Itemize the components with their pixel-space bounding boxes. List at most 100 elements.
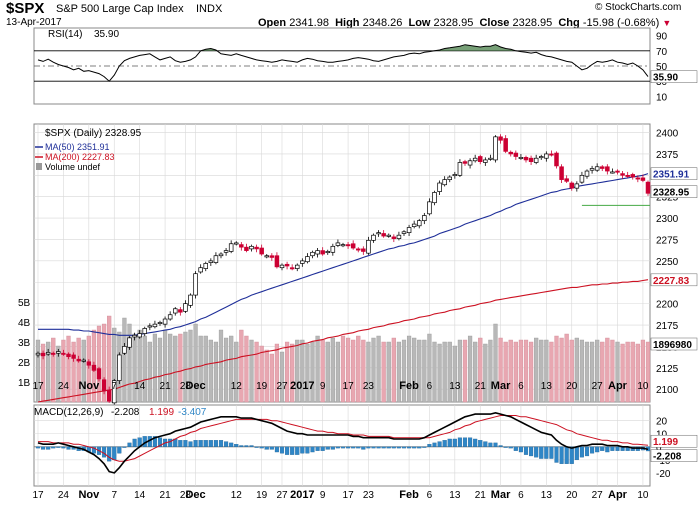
candle-body: [625, 174, 630, 177]
chart-date: 13-Apr-2017: [6, 17, 62, 28]
macd-histogram-bar: [229, 442, 234, 447]
volume-bar: [432, 341, 437, 403]
macd-histogram-bar: [381, 446, 386, 449]
macd-histogram-bar: [239, 445, 244, 447]
candle-body: [264, 255, 270, 258]
volume-bar: [147, 341, 152, 403]
macd-histogram-bar: [183, 440, 188, 447]
index-name: S&P 500 Large Cap Index: [56, 3, 184, 15]
volume-bar: [239, 329, 244, 403]
macd-histogram-bar: [254, 446, 259, 448]
macd-histogram-bar: [224, 441, 229, 447]
candle-body: [188, 294, 193, 306]
open-value: 2341.98: [289, 17, 329, 29]
volume-tick-label: 4B: [18, 318, 31, 329]
volume-bar: [345, 337, 351, 403]
macd-histogram-bar: [198, 440, 203, 447]
macd-histogram-bar: [117, 446, 122, 454]
rsi-tick-label: 10: [656, 92, 668, 103]
macd-histogram-bar: [269, 446, 274, 450]
volume-bar: [203, 335, 208, 403]
volume-badge-box: [650, 337, 698, 351]
x-axis-label: 28: [180, 490, 192, 501]
candle-body: [584, 170, 590, 177]
macd-histogram-bar: [46, 446, 51, 450]
volume-bar: [269, 353, 274, 403]
volume-bar: [208, 339, 213, 403]
symbol-title: $SPX: [6, 0, 45, 17]
ma50-legend: MA(50) 2351.91: [45, 142, 110, 152]
macd-histogram-bar: [168, 438, 173, 447]
volume-bar: [234, 341, 239, 403]
macd-histogram-bar: [584, 446, 590, 457]
volume-bar: [335, 341, 341, 403]
rsi-tick-label: 90: [656, 32, 668, 43]
x-axis-label: 7: [111, 490, 117, 501]
macd-histogram-bar: [574, 446, 579, 461]
volume-bar: [361, 339, 366, 403]
low-value: 2328.95: [433, 17, 474, 29]
x-axis-label: 27: [276, 490, 288, 501]
volume-bar: [366, 341, 371, 403]
x-axis-label: 17: [343, 381, 355, 392]
macd-histogram-bar: [605, 446, 610, 453]
macd-histogram-bar: [391, 446, 396, 449]
candle-body: [40, 352, 46, 357]
volume-bar: [528, 341, 534, 403]
macd-histogram-bar: [447, 438, 452, 447]
candle-body: [620, 173, 625, 176]
candle-body: [462, 161, 468, 164]
volume-bar: [371, 337, 376, 403]
volume-bar: [437, 343, 442, 403]
price-tick-label: 2400: [656, 129, 679, 140]
rsi-panel: 907050301035.90: [33, 27, 698, 105]
macd-histogram-bar: [193, 440, 198, 447]
x-axis-label: 17: [32, 381, 44, 392]
volume-bar: [264, 349, 269, 403]
x-axis-label: 10: [637, 490, 649, 501]
candle-body: [274, 255, 280, 268]
macd-histogram-bar: [213, 440, 218, 447]
macd-histogram-bar: [315, 446, 320, 451]
ma200-line: [37, 279, 649, 403]
candle-body: [610, 171, 615, 174]
candle-body: [406, 227, 412, 233]
down-arrow-icon: ▼: [662, 18, 672, 28]
volume-bar: [274, 343, 280, 403]
chg-label: Chg: [558, 17, 580, 29]
copyright-link[interactable]: © StockCharts.com: [595, 2, 682, 13]
macd-histogram-bar: [503, 446, 508, 448]
volume-bar: [56, 345, 61, 403]
rsi-value-badge: 35.90: [653, 73, 678, 84]
volume-bar: [254, 341, 259, 403]
candle-body: [569, 182, 575, 189]
candle-body: [579, 174, 585, 183]
price-tick-label: 2375: [656, 150, 679, 161]
x-axis-label: 27: [592, 381, 604, 392]
volume-bar: [51, 337, 56, 403]
candle-body: [427, 201, 432, 215]
macd-histogram-bar: [442, 440, 447, 447]
macd-histogram-bar: [35, 446, 41, 449]
macd-legend-v1: -2.208: [111, 407, 140, 418]
candle-body: [269, 255, 275, 258]
candle-body: [371, 234, 376, 241]
macd-histogram-bar: [615, 446, 620, 451]
price-tick-label: 2125: [656, 364, 679, 375]
candle-body: [76, 358, 81, 362]
candle-body: [447, 176, 453, 180]
candle-body: [528, 157, 534, 162]
x-axis-label: 12: [231, 381, 243, 392]
candle-body: [483, 159, 488, 163]
price-panel: 2400237523502325230022752250222522002175…: [18, 123, 698, 406]
candle-body: [213, 255, 219, 263]
macd-histogram-bar: [310, 446, 315, 453]
macd-histogram-bar: [152, 436, 157, 447]
x-axis-label: 9: [320, 381, 326, 392]
volume-bar: [40, 343, 46, 403]
ma50-badge-box: [650, 167, 698, 180]
volume-bar: [457, 339, 463, 403]
macd-histogram-bar: [244, 445, 249, 447]
macd-histogram-bar: [579, 446, 584, 458]
volume-bar: [534, 337, 539, 403]
